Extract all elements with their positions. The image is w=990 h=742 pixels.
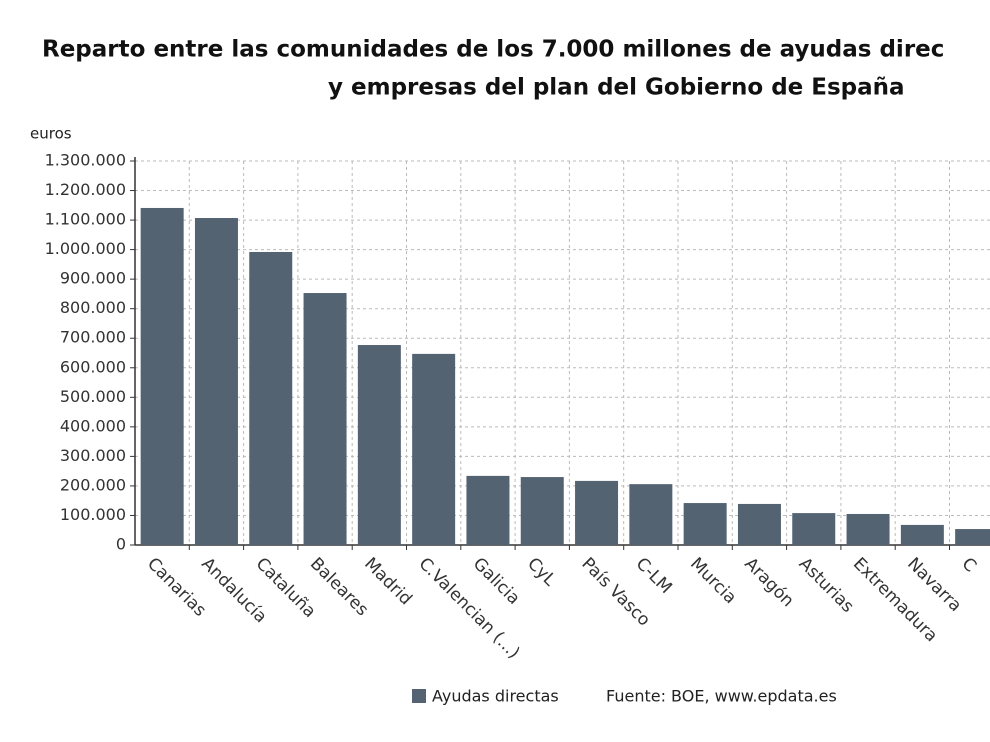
chart-title: Reparto entre las comunidades de los 7.0… [42, 37, 944, 63]
y-tick-label: 1.200.000 [45, 180, 126, 199]
x-tick-label: C-LM [632, 554, 676, 598]
y-tick-label: 500.000 [60, 387, 126, 406]
x-tick-label: Asturias [795, 554, 858, 617]
y-tick-label: 300.000 [60, 446, 126, 465]
y-axis-label: euros [30, 125, 72, 143]
bar [466, 475, 510, 545]
y-tick-label: 600.000 [60, 357, 126, 376]
bar [357, 345, 401, 545]
source: Fuente: BOE, www.epdata.es [606, 687, 837, 706]
y-tick-label: 1.300.000 [45, 151, 126, 170]
x-tick-label: Canarias [143, 554, 210, 621]
x-tick-label: C.Valencian (...) [415, 554, 524, 663]
y-tick-label: 1.000.000 [45, 239, 126, 258]
y-tick-label: 900.000 [60, 269, 126, 288]
chart-title: y empresas del plan del Gobierno de Espa… [328, 75, 905, 101]
bar [846, 513, 890, 545]
y-tick-label: 200.000 [60, 475, 126, 494]
bar [249, 251, 293, 545]
x-tick-label: Murcia [686, 554, 740, 608]
bar [629, 484, 673, 545]
bar [955, 529, 990, 545]
bar [520, 477, 564, 545]
bar [194, 218, 238, 546]
x-tick-label: Galicia [469, 554, 524, 609]
y-tick-label: 800.000 [60, 298, 126, 317]
bar [303, 293, 347, 545]
x-tick-label: Aragón [740, 554, 797, 611]
bar [575, 480, 619, 545]
x-tick-label: C [958, 554, 981, 577]
bar [792, 513, 836, 545]
y-tick-label: 700.000 [60, 328, 126, 347]
y-tick-label: 400.000 [60, 416, 126, 435]
legend-label: Ayudas directas [432, 687, 559, 706]
y-tick-label: 1.100.000 [45, 210, 126, 229]
y-tick-label: 0 [116, 535, 126, 554]
bar [140, 207, 184, 545]
x-tick-label: CyL [523, 554, 560, 591]
bar [900, 524, 944, 545]
bar [683, 503, 727, 545]
legend-swatch [412, 689, 426, 703]
bar [737, 503, 781, 545]
bar [412, 353, 456, 545]
y-tick-label: 100.000 [60, 505, 126, 524]
